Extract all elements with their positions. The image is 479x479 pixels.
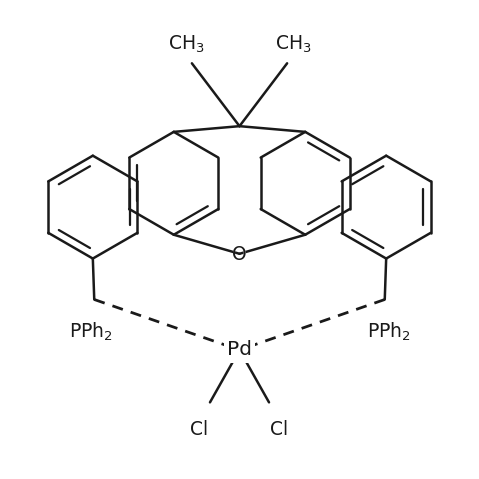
Text: Cl: Cl xyxy=(271,421,288,439)
Text: PPh$_2$: PPh$_2$ xyxy=(366,321,411,343)
Text: O: O xyxy=(232,245,247,264)
Text: CH$_3$: CH$_3$ xyxy=(274,34,311,55)
Text: PPh$_2$: PPh$_2$ xyxy=(68,321,113,343)
Text: Pd: Pd xyxy=(227,341,252,359)
Text: O: O xyxy=(232,245,247,264)
Text: Cl: Cl xyxy=(191,421,208,439)
Text: Pd: Pd xyxy=(227,341,252,359)
Text: CH$_3$: CH$_3$ xyxy=(168,34,205,55)
